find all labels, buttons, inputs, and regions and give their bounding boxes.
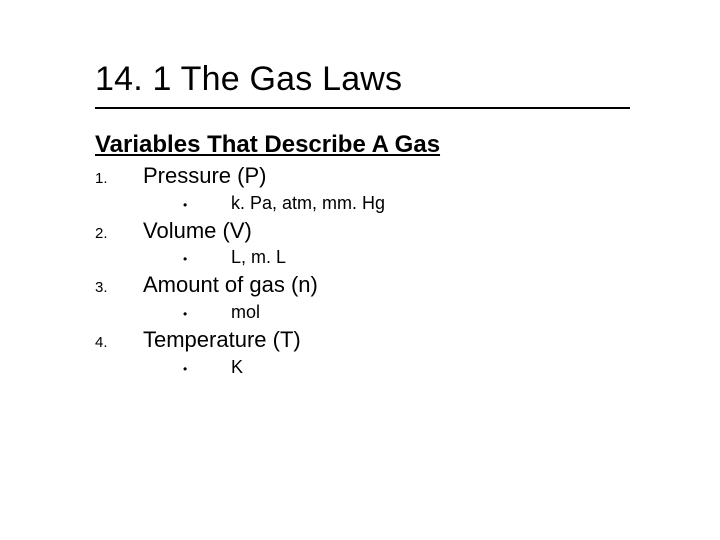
variable-name: Pressure (P) — [143, 161, 266, 191]
variable-name: Temperature (T) — [143, 325, 301, 355]
title-rule — [95, 107, 630, 109]
item-number: 2. — [95, 224, 143, 244]
bullet-icon: • — [183, 362, 231, 376]
unit-text: K — [231, 357, 243, 378]
variable-name: Volume (V) — [143, 216, 252, 246]
list-sub-item: • L, m. L — [183, 247, 720, 268]
item-number: 3. — [95, 278, 143, 298]
list-item: 1. Pressure (P) — [95, 161, 720, 191]
bullet-icon: • — [183, 307, 231, 321]
list-sub-item: • K — [183, 357, 720, 378]
item-number: 1. — [95, 169, 143, 189]
list-item: 2. Volume (V) — [95, 216, 720, 246]
slide-title: 14. 1 The Gas Laws — [95, 60, 720, 99]
list-item: 4. Temperature (T) — [95, 325, 720, 355]
unit-text: L, m. L — [231, 247, 286, 268]
variable-name: Amount of gas (n) — [143, 270, 318, 300]
slide-subtitle: Variables That Describe A Gas — [95, 131, 720, 159]
unit-text: k. Pa, atm, mm. Hg — [231, 193, 385, 214]
bullet-icon: • — [183, 198, 231, 212]
bullet-icon: • — [183, 252, 231, 266]
item-number: 4. — [95, 333, 143, 353]
list-item: 3. Amount of gas (n) — [95, 270, 720, 300]
list-sub-item: • mol — [183, 302, 720, 323]
slide: 14. 1 The Gas Laws Variables That Descri… — [0, 0, 720, 540]
unit-text: mol — [231, 302, 260, 323]
list-sub-item: • k. Pa, atm, mm. Hg — [183, 193, 720, 214]
